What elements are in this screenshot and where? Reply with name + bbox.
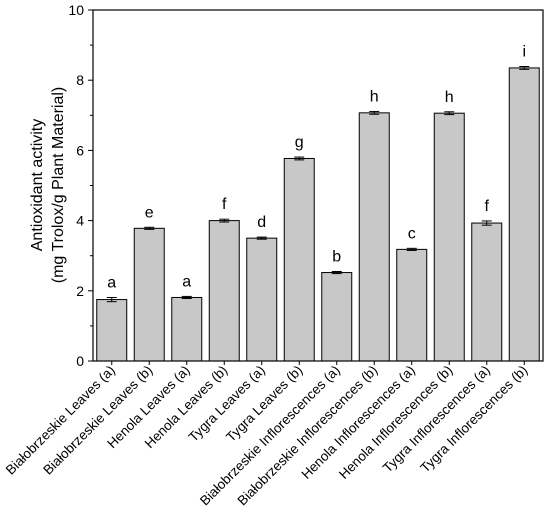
significance-letter-5: d (257, 214, 266, 231)
error-bar-1 (106, 296, 117, 303)
bar-3 (171, 296, 203, 362)
error-bar-2 (144, 226, 155, 230)
y-tick-label-4: 4 (76, 213, 84, 229)
bar-9 (396, 248, 428, 362)
y-axis: 0 2 4 6 8 10 (68, 2, 525, 369)
significance-letter-6: g (295, 134, 304, 151)
error-bar-12 (519, 66, 530, 70)
y-tick-label-8: 8 (76, 72, 84, 88)
significance-letter-3: a (182, 273, 191, 290)
significance-letter-9: c (408, 225, 416, 242)
significance-letter-12: i (522, 44, 526, 61)
bar-2 (133, 227, 165, 362)
error-bar-4 (219, 218, 230, 223)
error-bar-7 (331, 270, 342, 275)
bar-4 (208, 220, 240, 362)
error-bar-11 (481, 220, 492, 226)
error-bar-10 (444, 111, 455, 116)
error-bar-5 (256, 236, 267, 240)
significance-letter-7: b (332, 249, 341, 266)
bar-11 (471, 222, 503, 362)
error-bar-3 (181, 295, 192, 300)
y-axis-title: Antioxidant activity (mg Trolox/g Plant … (29, 87, 67, 284)
x-tick-labels-group: Białobrzeskie Leaves (a)Białobrzeskie Le… (3, 363, 531, 509)
significance-letters-group: a e a f d g b h c h f i (107, 44, 526, 292)
bars-group (96, 66, 540, 362)
bar-1 (96, 299, 128, 362)
plot-area-border (92, 9, 544, 362)
bar-12 (508, 67, 540, 362)
significance-letter-8: h (370, 88, 379, 105)
error-bar-9 (406, 247, 417, 251)
y-axis-title-line1: Antioxidant activity (29, 119, 46, 252)
y-tick-label-0: 0 (76, 353, 84, 369)
error-bar-6 (294, 156, 305, 161)
bar-10 (433, 112, 465, 362)
bar-6 (283, 157, 315, 362)
y-tick-label-10: 10 (68, 2, 84, 18)
bar-5 (246, 237, 278, 362)
significance-letter-10: h (445, 89, 454, 106)
error-bar-8 (369, 110, 380, 115)
significance-letter-11: f (485, 198, 490, 215)
significance-letter-1: a (107, 274, 116, 291)
significance-letter-2: e (145, 204, 154, 221)
bar-8 (358, 112, 390, 362)
plot-frame (92, 9, 544, 362)
y-axis-title-line2: (mg Trolox/g Plant Material) (50, 87, 67, 284)
bar-7 (321, 272, 353, 362)
y-tick-label-6: 6 (76, 142, 84, 158)
y-tick-label-2: 2 (76, 283, 84, 299)
significance-letter-4: f (222, 196, 227, 213)
